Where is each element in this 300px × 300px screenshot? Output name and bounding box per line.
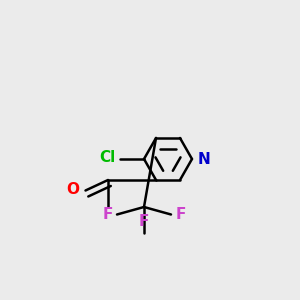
Text: F: F (102, 207, 112, 222)
Text: O: O (67, 182, 80, 196)
Text: N: N (197, 152, 210, 166)
Text: F: F (139, 214, 149, 230)
Text: Cl: Cl (99, 150, 116, 165)
Text: F: F (176, 207, 186, 222)
